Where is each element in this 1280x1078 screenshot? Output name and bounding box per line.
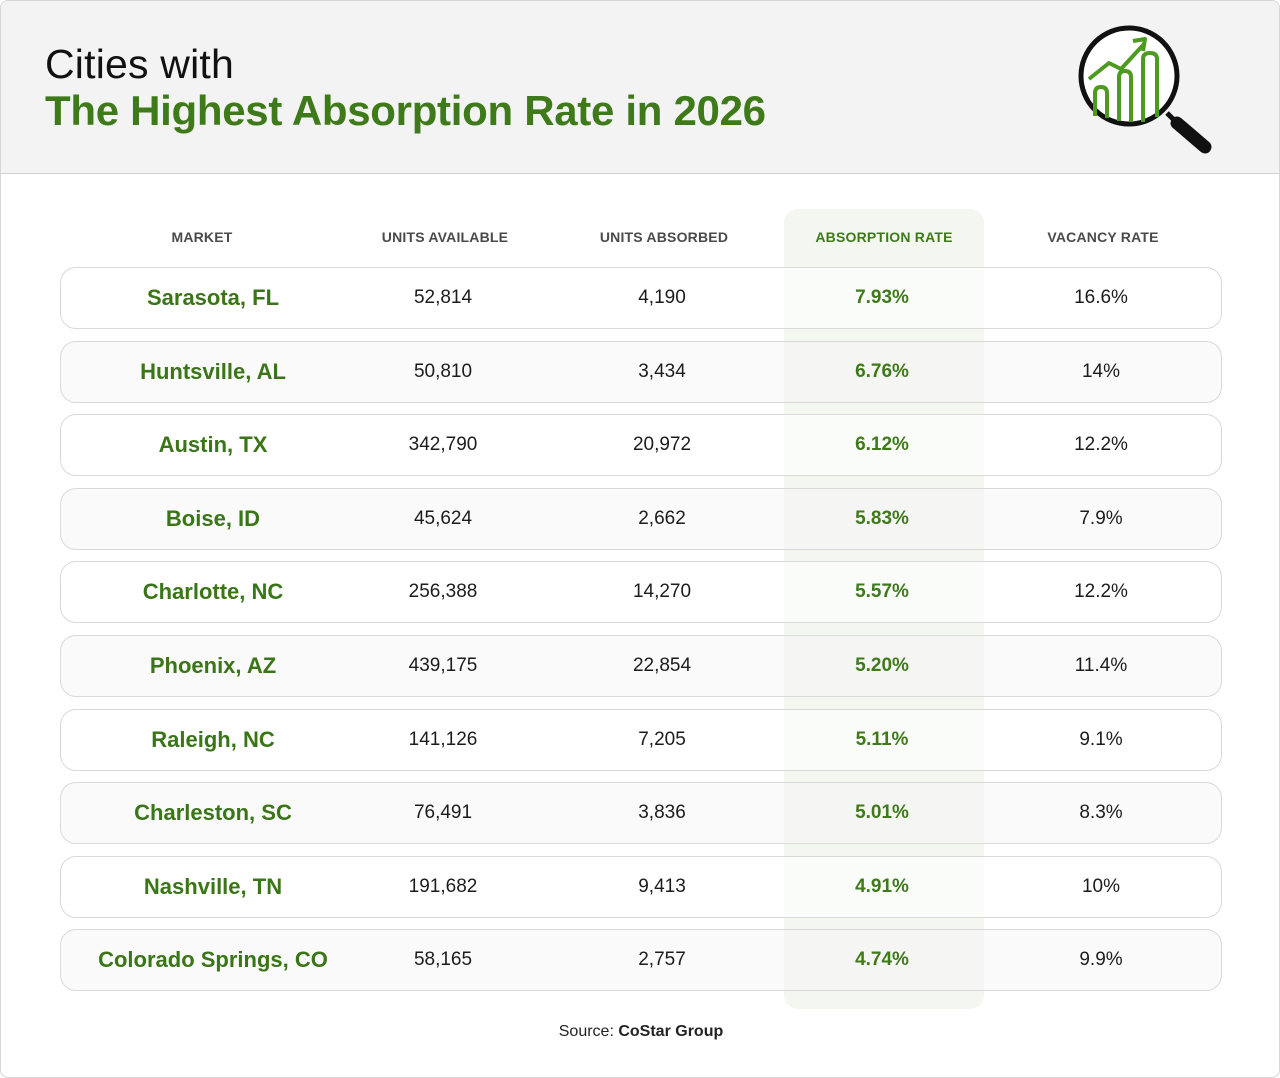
market-cell: Phoenix, AZ [149, 653, 277, 678]
source-name: CoStar Group [618, 1023, 724, 1040]
vacancy-rate-cell: 9.9% [1079, 949, 1123, 970]
absorption-rate-cell: 5.01% [855, 802, 909, 823]
units-available-cell: 50,810 [413, 361, 473, 382]
absorption-rate-cell: 5.57% [855, 581, 909, 602]
vacancy-rate-cell: 10% [1081, 876, 1121, 897]
column-header-units-available: UNITS AVAILABLE [381, 229, 509, 245]
market-cell: Colorado Springs, CO [98, 947, 328, 972]
units-absorbed-cell: 9,413 [638, 876, 686, 897]
table-row: Charleston, SC 76,491 3,836 5.01% 8.3% [60, 782, 1222, 844]
absorption-rate-cell: 5.83% [855, 508, 909, 529]
vacancy-rate-cell: 9.1% [1079, 729, 1123, 750]
units-available-cell: 52,814 [413, 287, 473, 308]
table-row: Raleigh, NC 141,126 7,205 5.11% 9.1% [60, 709, 1222, 771]
units-absorbed-cell: 3,434 [638, 361, 686, 382]
units-absorbed-cell: 20,972 [632, 434, 692, 455]
units-absorbed-cell: 7,205 [638, 729, 686, 750]
absorption-rate-cell: 7.93% [855, 287, 909, 308]
units-available-cell: 342,790 [408, 434, 478, 455]
vacancy-rate-cell: 16.6% [1074, 287, 1128, 308]
table-row: Nashville, TN 191,682 9,413 4.91% 10% [60, 856, 1222, 918]
source-label: Source: [558, 1023, 614, 1040]
vacancy-rate-cell: 11.4% [1074, 655, 1128, 676]
title-line-2: The Highest Absorption Rate in 2026 [45, 87, 766, 134]
absorption-rate-cell: 4.91% [855, 876, 909, 897]
vacancy-rate-cell: 7.9% [1079, 508, 1123, 529]
header-band: Cities with The Highest Absorption Rate … [1, 1, 1279, 174]
table-row: Austin, TX 342,790 20,972 6.12% 12.2% [60, 414, 1222, 476]
column-header-market: MARKET [171, 229, 233, 245]
vacancy-rate-cell: 12.2% [1074, 581, 1128, 602]
units-available-cell: 256,388 [408, 581, 478, 602]
table-header: MARKET UNITS AVAILABLE UNITS ABSORBED AB… [61, 229, 1221, 249]
units-absorbed-cell: 2,757 [638, 949, 686, 970]
column-header-vacancy-rate: VACANCY RATE [1047, 229, 1159, 245]
title-line-1: Cities with [45, 41, 235, 87]
absorption-rate-cell: 5.11% [855, 729, 909, 750]
table-row: Colorado Springs, CO 58,165 2,757 4.74% 9.9% [60, 929, 1222, 991]
magnifier-growth-chart-icon [1078, 25, 1212, 154]
absorption-rate-cell: 5.20% [855, 655, 909, 676]
market-cell: Nashville, TN [143, 874, 283, 899]
absorption-rate-cell: 6.12% [855, 434, 909, 455]
table-row: Sarasota, FL 52,814 4,190 7.93% 16.6% [60, 267, 1222, 329]
table-row: Charlotte, NC 256,388 14,270 5.57% 12.2% [60, 561, 1222, 623]
units-absorbed-cell: 2,662 [638, 508, 686, 529]
units-absorbed-cell: 4,190 [638, 287, 686, 308]
units-available-cell: 58,165 [413, 949, 473, 970]
source-note: Source: CoStar Group [1, 1023, 1279, 1041]
table-row: Huntsville, AL 50,810 3,434 6.76% 14% [60, 341, 1222, 403]
column-header-absorption-rate: ABSORPTION RATE [815, 229, 953, 245]
vacancy-rate-cell: 12.2% [1074, 434, 1128, 455]
market-cell: Boise, ID [165, 506, 261, 531]
vacancy-rate-cell: 14% [1081, 361, 1121, 382]
market-cell: Austin, TX [158, 432, 268, 457]
market-cell: Charleston, SC [134, 800, 292, 825]
units-absorbed-cell: 3,836 [638, 802, 686, 823]
absorption-rate-cell: 4.74% [855, 949, 909, 970]
absorption-rate-cell: 6.76% [855, 361, 909, 382]
units-available-cell: 439,175 [408, 655, 478, 676]
market-cell: Charlotte, NC [142, 579, 284, 604]
column-header-units-absorbed: UNITS ABSORBED [599, 229, 729, 245]
market-cell: Raleigh, NC [151, 727, 275, 752]
units-available-cell: 76,491 [413, 802, 473, 823]
units-absorbed-cell: 22,854 [632, 655, 692, 676]
table-row: Phoenix, AZ 439,175 22,854 5.20% 11.4% [60, 635, 1222, 697]
market-cell: Huntsville, AL [140, 359, 286, 384]
units-available-cell: 45,624 [413, 508, 473, 529]
market-cell: Sarasota, FL [146, 285, 280, 310]
units-available-cell: 141,126 [408, 729, 478, 750]
units-available-cell: 191,682 [408, 876, 478, 897]
table-row: Boise, ID 45,624 2,662 5.83% 7.9% [60, 488, 1222, 550]
units-absorbed-cell: 14,270 [632, 581, 692, 602]
vacancy-rate-cell: 8.3% [1079, 802, 1123, 823]
